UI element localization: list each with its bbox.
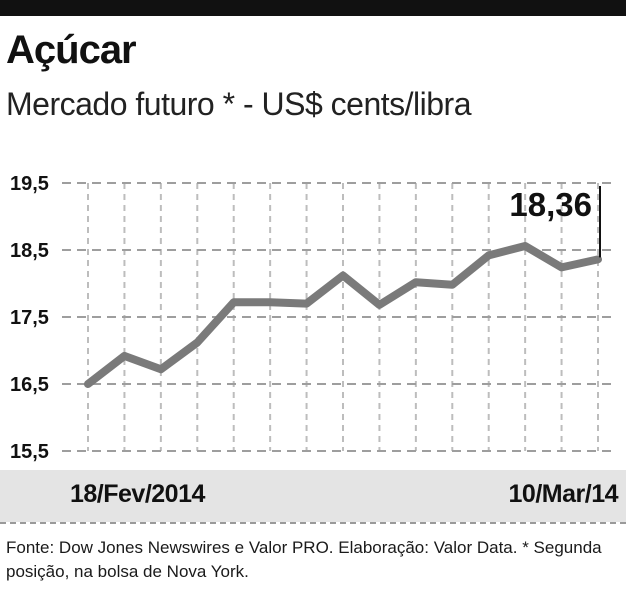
chart-subtitle: Mercado futuro * - US$ cents/libra xyxy=(6,86,471,122)
y-tick-label: 17,5 xyxy=(10,307,49,329)
x-axis-start-label: 18/Fev/2014 xyxy=(70,480,205,508)
source-note: Fonte: Dow Jones Newswires e Valor PRO. … xyxy=(6,538,602,581)
x-axis-band xyxy=(0,470,626,522)
chart-title: Açúcar xyxy=(6,28,137,72)
line-chart: 19,5 18,5 17,5 16,5 15,5 18,36 xyxy=(10,173,614,463)
footer-divider xyxy=(0,522,626,524)
y-tick-label: 16,5 xyxy=(10,374,49,396)
last-value-label: 18,36 xyxy=(509,186,592,223)
top-bar xyxy=(0,0,626,16)
y-tick-label: 15,5 xyxy=(10,441,49,463)
y-tick-label: 19,5 xyxy=(10,173,49,195)
y-tick-label: 18,5 xyxy=(10,240,49,262)
x-axis-end-label: 10/Mar/14 xyxy=(508,480,619,508)
series-line xyxy=(84,242,602,388)
